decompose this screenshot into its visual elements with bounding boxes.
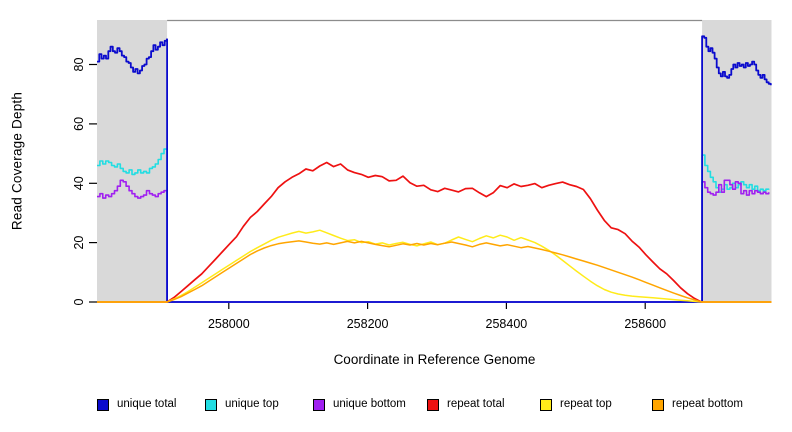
y-tick-label: 0 bbox=[72, 298, 86, 305]
x-tick-label: 258400 bbox=[486, 317, 528, 331]
y-axis-title: Read Coverage Depth bbox=[9, 91, 25, 231]
series-line-repeat-total bbox=[97, 161, 772, 303]
series-line-unique-total bbox=[97, 35, 772, 303]
series-line-unique-top bbox=[97, 148, 770, 303]
x-tick-label: 258000 bbox=[208, 317, 250, 331]
x-axis-title: Coordinate in Reference Genome bbox=[333, 352, 536, 367]
x-tick-label: 258600 bbox=[624, 317, 666, 331]
x-tick-label: 258200 bbox=[347, 317, 389, 331]
y-tick-label: 80 bbox=[72, 58, 86, 72]
flank-region bbox=[702, 20, 772, 302]
series-line-unique-bottom bbox=[97, 179, 770, 303]
series-line-repeat-bottom bbox=[97, 240, 772, 303]
y-tick-label: 20 bbox=[72, 236, 86, 250]
y-tick-label: 40 bbox=[72, 176, 86, 190]
y-tick-label: 60 bbox=[72, 117, 86, 131]
